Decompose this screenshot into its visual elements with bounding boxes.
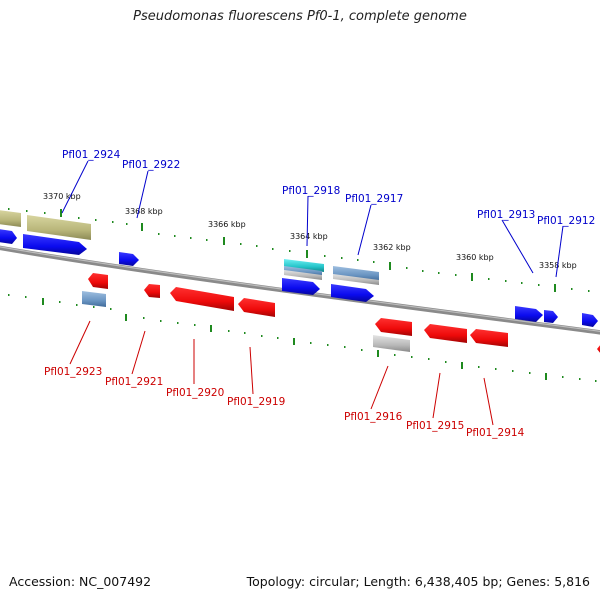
reverse-gene-label[interactable]: Pfl01_2923: [44, 366, 102, 378]
steel-feature[interactable]: [333, 266, 379, 281]
reverse-gene[interactable]: [470, 329, 508, 347]
accession-text: Accession: NC_007492: [9, 574, 152, 589]
map-title: Pseudomonas fluorescens Pf0-1, complete …: [133, 9, 467, 24]
grey-feature[interactable]: [373, 335, 410, 352]
reverse-features: [82, 273, 600, 354]
forward-gene[interactable]: [515, 306, 543, 322]
forward-gene[interactable]: [23, 234, 87, 255]
forward-gene-labels: Pfl01_2924 Pfl01_2922 Pfl01_2918 Pfl01_2…: [61, 149, 595, 278]
topology-summary: Topology: circular; Length: 6,438,405 bp…: [246, 574, 590, 589]
forward-gene[interactable]: [0, 229, 17, 244]
forward-gene-label[interactable]: Pfl01_2922: [122, 159, 180, 171]
forward-gene[interactable]: [544, 310, 558, 323]
scale-label: 3368 kbp: [125, 207, 163, 216]
forward-gene-label[interactable]: Pfl01_2913: [477, 209, 535, 221]
forward-gene-label[interactable]: Pfl01_2917: [345, 193, 403, 205]
forward-gene[interactable]: [331, 284, 374, 302]
reverse-gene[interactable]: [144, 284, 160, 298]
forward-scale-ticks: [8, 208, 590, 292]
genome-backbone: [0, 245, 600, 335]
steel-feature[interactable]: [82, 291, 106, 307]
reverse-gene[interactable]: [424, 324, 467, 343]
steel-feature[interactable]: [284, 266, 322, 276]
reverse-gene-label[interactable]: Pfl01_2915: [406, 420, 464, 432]
olive-feature[interactable]: [0, 210, 21, 227]
scale-label: 3366 kbp: [208, 220, 246, 229]
reverse-gene-label[interactable]: Pfl01_2919: [227, 396, 285, 408]
reverse-gene[interactable]: [375, 318, 412, 336]
forward-gene-label[interactable]: Pfl01_2918: [282, 185, 340, 197]
reverse-gene[interactable]: [88, 273, 108, 289]
reverse-gene-label[interactable]: Pfl01_2920: [166, 387, 224, 399]
scale-label: 3370 kbp: [43, 192, 81, 201]
forward-gene[interactable]: [282, 278, 320, 295]
cyan-feature[interactable]: [284, 259, 324, 272]
scale-label: 3360 kbp: [456, 253, 494, 262]
reverse-scale-ticks: [8, 294, 597, 382]
reverse-gene[interactable]: [238, 298, 275, 317]
scale-label: 3364 kbp: [290, 232, 328, 241]
grey-feature[interactable]: [284, 270, 322, 280]
forward-features: [0, 210, 598, 327]
reverse-gene[interactable]: [597, 344, 600, 354]
grey-feature[interactable]: [333, 274, 379, 285]
scale-label: 3362 kbp: [373, 243, 411, 252]
forward-gene[interactable]: [119, 252, 139, 266]
reverse-gene-label[interactable]: Pfl01_2916: [344, 411, 403, 423]
forward-gene-label[interactable]: Pfl01_2924: [62, 149, 121, 161]
olive-feature[interactable]: [27, 215, 91, 240]
forward-gene-label[interactable]: Pfl01_2912: [537, 215, 595, 227]
reverse-gene-label[interactable]: Pfl01_2914: [466, 427, 525, 439]
forward-gene[interactable]: [582, 313, 598, 327]
reverse-gene-label[interactable]: Pfl01_2921: [105, 376, 163, 388]
reverse-gene-labels: Pfl01_2923 Pfl01_2921 Pfl01_2920 Pfl01_2…: [44, 320, 525, 439]
reverse-gene[interactable]: [170, 287, 234, 311]
